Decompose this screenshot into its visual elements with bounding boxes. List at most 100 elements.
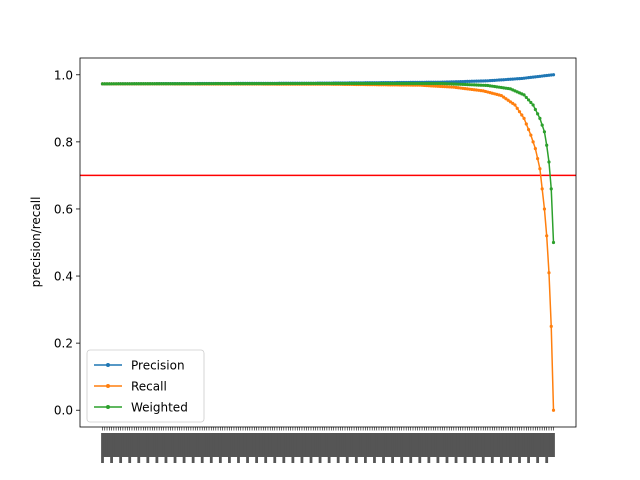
x-tick-label-glyphs	[377, 433, 381, 457]
data-point	[284, 81, 288, 86]
data-point	[479, 79, 483, 83]
x-tick-label-glyphs	[307, 433, 311, 457]
data-point	[311, 81, 315, 86]
x-tick-label-glyphs	[130, 433, 134, 457]
x-tick-label-glyphs	[497, 433, 501, 457]
data-point	[551, 73, 556, 77]
data-point	[436, 81, 440, 86]
x-tick-label-glyphs	[155, 433, 159, 463]
x-tick-label-glyphs	[370, 433, 374, 457]
x-tick-label-glyphs	[459, 433, 462, 457]
y-tick-label: 0.0	[54, 404, 73, 418]
x-tick-label-glyphs	[137, 433, 141, 463]
data-point	[241, 82, 245, 86]
data-point	[177, 82, 182, 86]
x-tick-label-glyphs	[418, 433, 422, 463]
x-tick-label-glyphs	[162, 433, 166, 457]
x-tick-label-glyphs	[484, 433, 487, 457]
x-tick-label-glyphs	[275, 433, 279, 457]
data-point	[375, 81, 379, 86]
x-tick-label-glyphs	[361, 433, 365, 457]
data-point	[490, 78, 494, 83]
x-tick-label-glyphs	[200, 433, 204, 463]
x-tick-label-glyphs	[348, 433, 351, 457]
x-tick-label-glyphs	[540, 433, 544, 457]
x-tick-label-glyphs	[425, 433, 428, 457]
x-tick-label-glyphs	[511, 433, 515, 457]
data-point	[502, 95, 506, 99]
x-tick-label-glyphs	[504, 433, 508, 457]
data-point	[436, 84, 440, 88]
data-point	[533, 107, 537, 112]
x-tick-label-glyphs	[506, 433, 510, 457]
data-point	[458, 80, 463, 84]
data-point	[449, 82, 454, 86]
data-point	[298, 81, 302, 86]
x-tick-label-glyphs	[465, 433, 469, 457]
data-point	[341, 81, 345, 86]
data-point	[359, 81, 363, 86]
data-point	[193, 82, 198, 86]
x-tick-label-glyphs	[450, 433, 453, 457]
x-tick-label-glyphs	[282, 433, 286, 463]
x-tick-label-glyphs	[388, 433, 392, 457]
x-tick-label-glyphs	[531, 433, 535, 457]
x-tick-label-glyphs	[207, 433, 211, 457]
data-point	[415, 81, 420, 86]
x-tick-label-glyphs	[443, 433, 447, 457]
x-tick-label-glyphs	[490, 433, 494, 463]
data-point	[320, 81, 324, 86]
x-tick-label-glyphs	[112, 433, 116, 457]
x-tick-label-glyphs	[395, 433, 399, 457]
x-tick-label-glyphs	[420, 433, 424, 457]
x-tick-label-glyphs	[248, 433, 252, 457]
x-tick-label-glyphs	[221, 433, 225, 457]
data-point	[252, 82, 256, 86]
x-tick-label-glyphs	[289, 433, 293, 457]
data-point	[443, 82, 447, 86]
x-tick-label-glyphs	[495, 433, 499, 457]
x-tick-label-glyphs	[436, 433, 440, 463]
data-point	[230, 82, 234, 86]
y-tick-label: 0.2	[54, 337, 73, 351]
x-tick-label-glyphs	[178, 433, 181, 457]
data-point	[146, 82, 150, 86]
data-point	[522, 116, 526, 120]
data-point	[438, 81, 442, 86]
x-tick-label-glyphs	[368, 433, 372, 457]
data-point	[336, 81, 340, 86]
data-point	[506, 98, 510, 102]
data-point	[329, 81, 333, 86]
data-point	[402, 81, 406, 86]
data-point	[119, 82, 123, 86]
x-tick-label-glyphs	[477, 433, 481, 457]
series-weighted	[100, 81, 556, 245]
data-point	[295, 81, 299, 86]
data-point	[422, 81, 426, 86]
x-tick-label-glyphs	[384, 433, 388, 457]
data-point	[307, 81, 311, 86]
x-tick-label-glyphs	[241, 433, 245, 457]
data-point	[304, 81, 309, 86]
data-point	[184, 82, 188, 86]
x-tick-label-glyphs	[402, 433, 406, 457]
x-tick-label-glyphs	[468, 433, 472, 457]
data-point	[121, 82, 125, 86]
data-point	[155, 82, 159, 86]
x-tick-label-glyphs	[184, 433, 188, 457]
x-tick-label-glyphs	[259, 433, 263, 457]
x-tick-label-glyphs	[212, 433, 215, 457]
data-point	[488, 79, 492, 83]
data-point	[445, 82, 449, 86]
x-tick-label-glyphs	[141, 433, 145, 457]
x-tick-label-glyphs	[105, 433, 109, 457]
data-point	[529, 100, 533, 105]
x-tick-label-glyphs	[524, 433, 528, 457]
legend-marker	[106, 405, 110, 409]
x-tick-label-glyphs	[169, 433, 172, 457]
data-point	[200, 82, 204, 86]
data-point	[182, 82, 186, 86]
data-point	[270, 81, 275, 86]
x-tick-label-glyphs	[232, 433, 236, 457]
x-tick-label-glyphs	[205, 433, 209, 457]
